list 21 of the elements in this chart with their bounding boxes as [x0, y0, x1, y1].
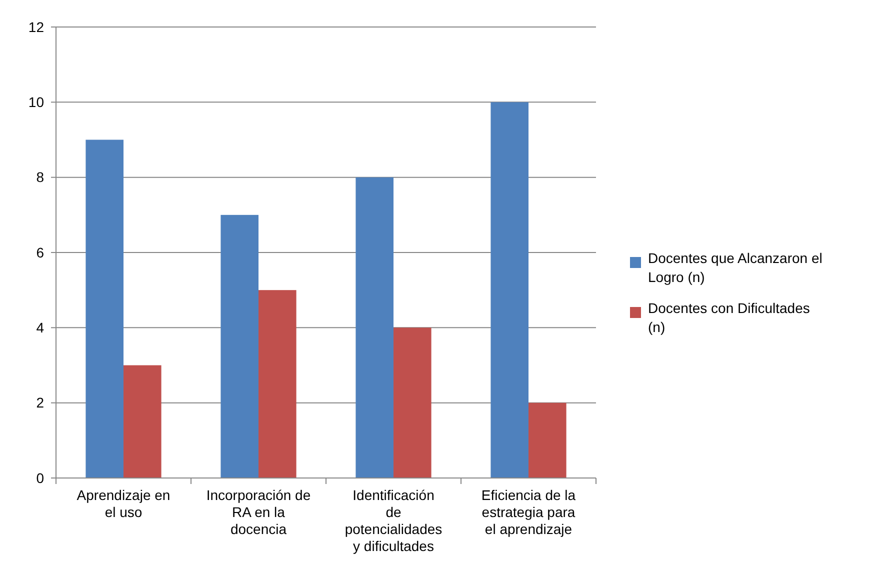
bar — [356, 177, 394, 478]
y-tick-label: 8 — [36, 169, 44, 186]
x-tick-label: Incorporación de RA en la docencia — [206, 487, 311, 537]
y-tick-label: 0 — [36, 470, 44, 486]
legend-label: Docentes con Dificultades (n) — [648, 300, 810, 335]
bar — [490, 102, 528, 478]
bar — [258, 290, 296, 478]
bar — [528, 402, 566, 478]
y-tick-label: 2 — [36, 394, 44, 411]
x-tick-label: Eficiencia de la estrategia para el aprendizaje — [481, 487, 576, 537]
y-tick-label: 6 — [36, 244, 44, 260]
y-tick-label: 10 — [28, 94, 44, 110]
bar — [220, 214, 258, 478]
x-tick-label: Aprendizaje en el uso — [76, 487, 170, 520]
bar — [124, 365, 162, 478]
bar — [86, 140, 124, 478]
bar — [394, 328, 432, 478]
legend-label: Docentes que Alcanzaron el Logro (n) — [648, 250, 822, 285]
y-tick-label: 12 — [28, 18, 44, 35]
x-tick-label: Identificación de potencialidades y dificultades — [344, 487, 442, 554]
y-tick-label: 4 — [36, 320, 44, 336]
